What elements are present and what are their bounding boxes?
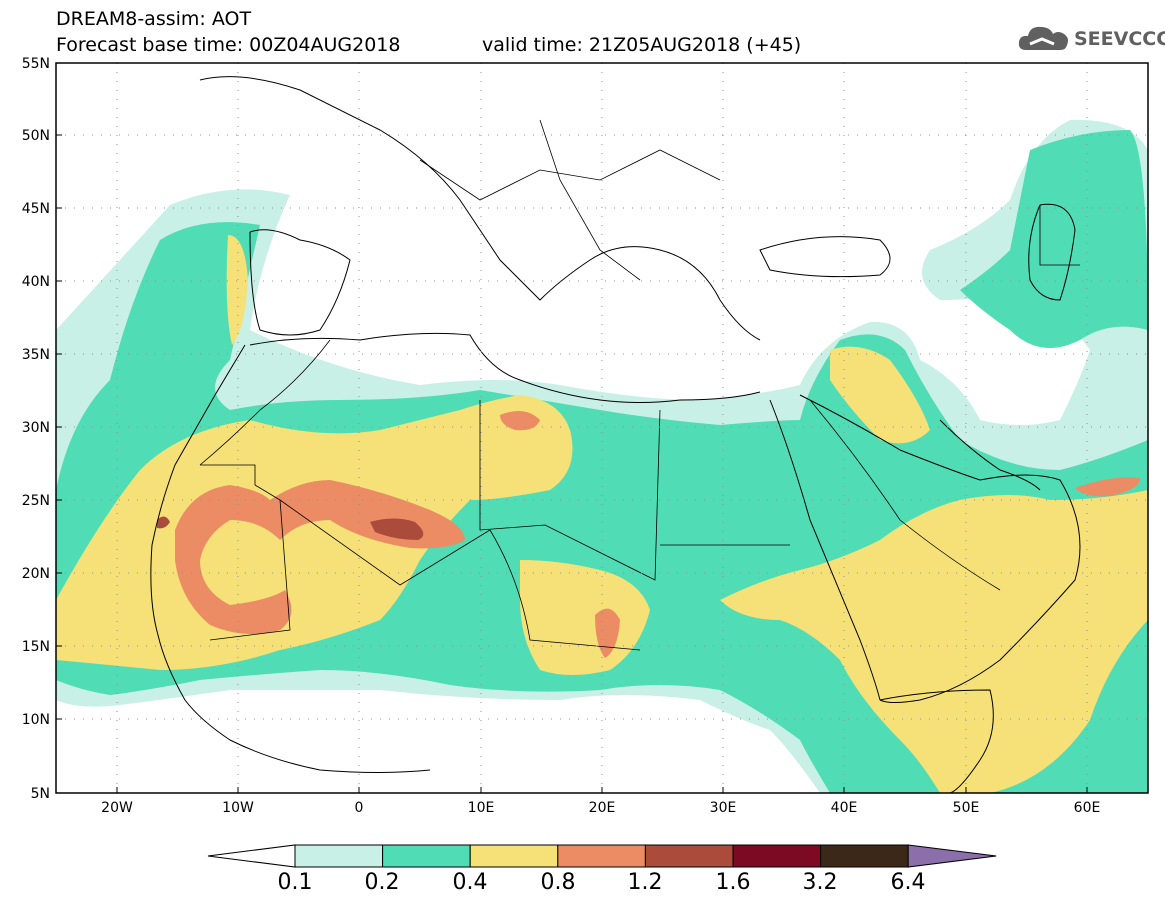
colorbar-under-arrow [207, 844, 296, 868]
border-mauritania [200, 464, 291, 641]
lon-label: 60E [1074, 800, 1101, 816]
aot-band-0.8-chad [595, 608, 620, 658]
aot-band-0.4-sahel [520, 560, 650, 675]
aot-band-0.2-caspian [960, 130, 1148, 348]
colorbar [207, 844, 997, 868]
lon-label: 20E [589, 800, 616, 816]
lat-label: 35N [22, 347, 50, 363]
coast-red-sea [769, 399, 881, 701]
lat-label: 40N [22, 274, 50, 290]
border-kazakh [1039, 205, 1080, 266]
lat-label: 45N [22, 201, 50, 217]
border-niger-chad [489, 529, 641, 651]
colorbar-label: 0.8 [540, 870, 576, 895]
colorbar-label: 0.1 [277, 870, 313, 895]
lon-label: 10E [468, 800, 495, 816]
coast-caspian [1028, 203, 1076, 301]
colorbar-swatch [557, 844, 646, 868]
lat-labels: 55N 50N 45N 40N 35N 30N 25N 20N 15N 10N … [22, 56, 50, 802]
colorbar-label: 0.2 [364, 870, 400, 895]
colorbar-swatch [732, 844, 822, 868]
axis-ticks [56, 62, 1088, 793]
aot-band-0.4 [56, 395, 573, 670]
aot-band-0.4-gulf [830, 346, 930, 444]
lat-label: 25N [22, 493, 50, 509]
border-mali-algeria [279, 499, 491, 586]
borders [199, 119, 1080, 651]
seevccc-logo: SEEVCCC [1016, 22, 1165, 56]
aot-band-1.2-west [157, 516, 170, 529]
lon-label: 30E [710, 800, 737, 816]
valid-time: valid time: 21Z05AUG2018 (+45) [482, 34, 802, 56]
lat-label: 20N [22, 566, 50, 582]
colorbar-label: 6.4 [890, 870, 926, 895]
aot-band-0.8-oman [1075, 477, 1140, 497]
lat-label: 5N [31, 786, 50, 802]
cloud-icon [1018, 26, 1068, 50]
colorbar-swatch [644, 844, 734, 868]
lat-label: 55N [22, 56, 50, 72]
colorbar-label: 1.2 [627, 870, 663, 895]
lon-label: 0 [355, 800, 364, 816]
border-morocco-algeria [199, 339, 331, 466]
aot-band-0.8-libya [500, 411, 540, 431]
coast-black-sea [759, 236, 891, 278]
logo-text: SEEVCCC [1074, 28, 1165, 50]
lat-label: 10N [22, 712, 50, 728]
aot-band-0.8 [175, 480, 465, 634]
coast-horn [879, 689, 994, 793]
colorbar-label: 1.6 [715, 870, 751, 895]
forecast-base-time: Forecast base time: 00Z04AUG2018 [56, 34, 401, 56]
colorbar-over-arrow [907, 844, 997, 868]
aot-band-1.2 [370, 518, 424, 540]
lon-label: 40E [831, 800, 858, 816]
coast-iberia [249, 229, 351, 336]
coast-west-africa [150, 344, 431, 773]
aot-contours [56, 119, 1148, 793]
colorbar-swatch [382, 844, 471, 868]
colorbar-swatch [469, 844, 559, 868]
lon-labels: 20W 10W 0 10E 20E 30E 40E 50E 60E [101, 800, 1100, 816]
aot-band-0.4-east [720, 490, 1148, 793]
colorbar-swatch [294, 844, 384, 868]
coast-north-africa [249, 332, 761, 403]
lat-label: 50N [22, 128, 50, 144]
lat-label: 15N [22, 639, 50, 655]
lon-label: 20W [101, 800, 133, 816]
aot-band-0.4-iberia [226, 235, 248, 345]
border-saudi [809, 399, 1001, 591]
coastlines [150, 76, 1081, 793]
coast-persian-gulf [939, 419, 1041, 491]
coast-europe [199, 76, 761, 341]
colorbar-swatch [820, 844, 909, 868]
lat-label: 30N [22, 420, 50, 436]
border-europe-1 [419, 149, 721, 201]
border-libya [479, 400, 661, 581]
lon-label: 50E [953, 800, 980, 816]
colorbar-label: 3.2 [802, 870, 838, 895]
gridlines [56, 63, 1148, 793]
map-title: DREAM8-assim: AOT [56, 8, 252, 30]
colorbar-label: 0.4 [452, 870, 488, 895]
lon-label: 10W [222, 800, 254, 816]
border-europe-2 [539, 119, 641, 281]
